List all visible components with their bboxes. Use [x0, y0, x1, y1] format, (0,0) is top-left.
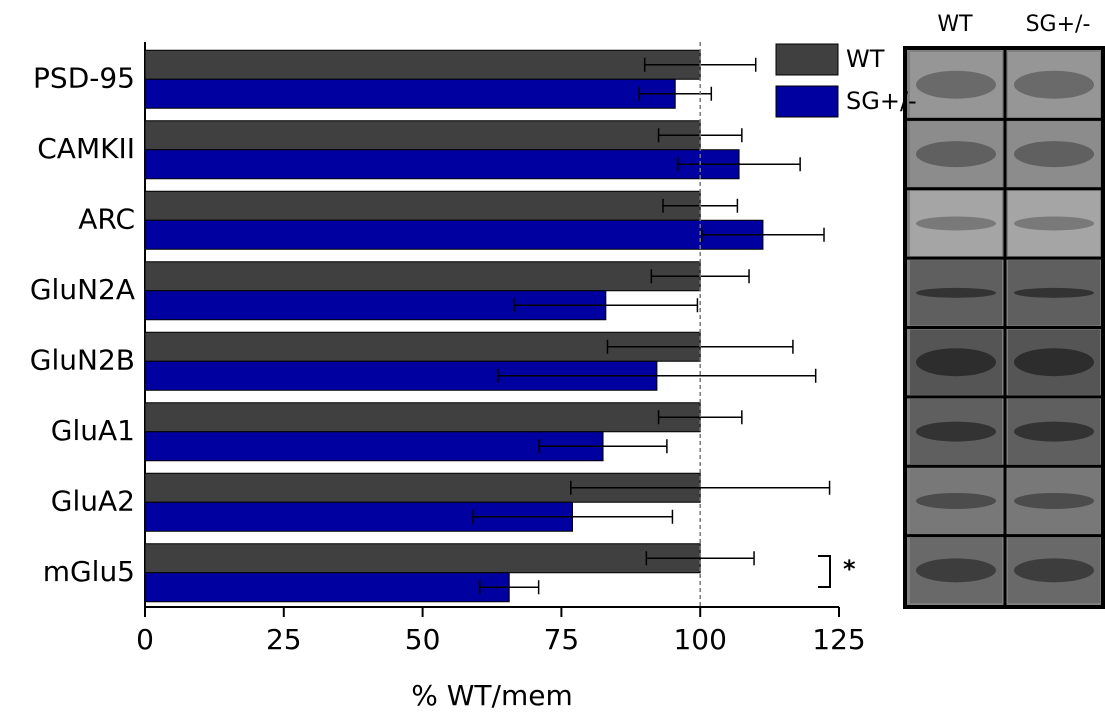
x-axis-label: % WT/mem: [411, 679, 573, 712]
blot-label: WT: [937, 12, 973, 37]
y-tick-label: GluN2A: [30, 273, 135, 306]
bar: [145, 403, 700, 432]
bar: [145, 191, 700, 220]
blot-label: SG+/-: [1026, 12, 1091, 37]
bar: [145, 50, 700, 79]
legend-label: WT: [846, 45, 885, 73]
blot-band: [916, 422, 996, 442]
bar: [145, 220, 763, 249]
blot-band: [1014, 71, 1094, 99]
y-tick-label: CAMKII: [37, 132, 135, 165]
y-tick-label: mGlu5: [43, 555, 135, 588]
x-tick-label: 75: [544, 623, 580, 656]
blot-band: [1014, 216, 1094, 230]
blot-band: [916, 71, 996, 99]
blot-band: [1014, 348, 1094, 376]
bar: [145, 79, 675, 108]
blot-band: [916, 216, 996, 230]
bar: [145, 262, 700, 291]
blot-band: [916, 288, 996, 298]
x-tick-label: 50: [405, 623, 441, 656]
blot-band: [1014, 141, 1094, 167]
y-tick-label: PSD-95: [33, 61, 135, 94]
blot-band: [916, 493, 996, 509]
bar: [145, 432, 603, 461]
legend-label: SG+/-: [846, 87, 917, 115]
blot-band: [1014, 288, 1094, 298]
bar: [145, 150, 739, 179]
blot-band: [1014, 422, 1094, 442]
y-tick-label: GluA1: [51, 414, 135, 447]
x-tick-label: 100: [673, 623, 726, 656]
x-tick-label: 125: [812, 623, 865, 656]
legend-swatch: [776, 86, 838, 117]
y-tick-label: GluA2: [51, 484, 135, 517]
bar: [145, 544, 700, 573]
blot-band: [916, 348, 996, 376]
x-tick-label: 0: [136, 623, 154, 656]
bar: [145, 573, 509, 602]
bar: [145, 121, 700, 150]
blot-band: [1014, 558, 1094, 582]
legend-swatch: [776, 44, 838, 75]
figure: WT SG+/- % WT/mem * 0 25 50 75 100 125 PSD-95 C…: [0, 0, 1105, 717]
blot-band: [916, 558, 996, 582]
blot-band: [916, 141, 996, 167]
annotation: *: [843, 555, 856, 583]
y-tick-label: ARC: [78, 202, 135, 235]
y-tick-label: GluN2B: [30, 343, 135, 376]
significance-bracket: [818, 556, 830, 587]
blot-band: [1014, 493, 1094, 509]
x-tick-label: 25: [266, 623, 302, 656]
